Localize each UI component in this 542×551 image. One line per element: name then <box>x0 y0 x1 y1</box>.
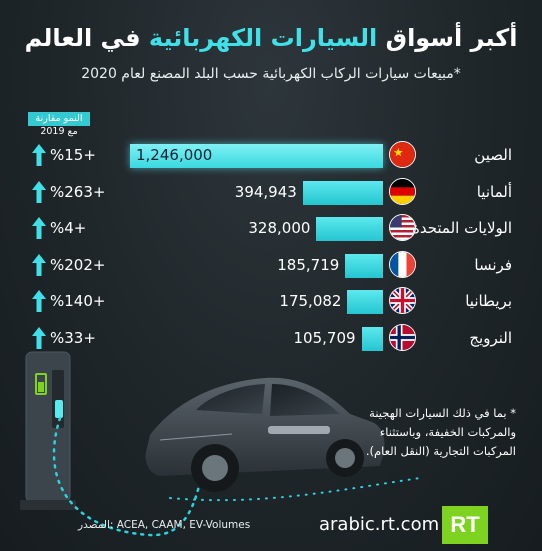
uk-flag-icon <box>389 287 416 314</box>
bar-row: %15+ 1,246,000 الصين <box>0 137 542 173</box>
growth-header-line2: مع 2019 <box>40 126 78 137</box>
growth-label: %202+ <box>50 255 106 274</box>
china-flag-icon <box>389 141 416 168</box>
growth-arrow-icon <box>32 217 46 239</box>
bar <box>302 180 383 205</box>
growth-label: %15+ <box>50 146 96 164</box>
norway-flag-icon <box>389 323 416 351</box>
car-icon <box>145 377 385 492</box>
bar <box>361 326 383 351</box>
usa-flag-icon <box>389 214 416 241</box>
value-label: 175,082 <box>279 292 342 310</box>
bar <box>316 217 383 241</box>
bar-row: %263+ 394,943 ألمانيا <box>0 174 542 210</box>
page-subtitle: *مبيعات سيارات الركاب الكهربائية حسب الب… <box>81 66 461 82</box>
growth-label: %140+ <box>50 292 106 310</box>
growth-label: %4+ <box>50 219 87 237</box>
bar-row: %4+ 328,000 الولايات المتحدة <box>0 210 542 246</box>
growth-arrow-icon <box>32 290 46 312</box>
growth-arrow-icon <box>32 253 46 276</box>
bar-row: %33+ 105,709 النرويج <box>0 320 542 356</box>
value-label: 105,709 <box>293 328 356 347</box>
growth-arrow-icon <box>32 326 46 349</box>
website-link[interactable]: arabic.rt.com <box>319 514 440 535</box>
growth-header-line1: النمو مقارنة <box>28 112 90 126</box>
growth-arrow-icon <box>32 144 46 166</box>
country-label: الولايات المتحدة <box>411 219 512 237</box>
value-label: 185,719 <box>277 255 340 274</box>
growth-label: %263+ <box>50 182 106 201</box>
page-title: أكبر أسواق السيارات الكهربائية في العالم <box>24 24 518 52</box>
value-label: 328,000 <box>248 219 311 237</box>
bar-row: %140+ 175,082 بريطانيا <box>0 283 542 319</box>
growth-label: %33+ <box>50 328 96 347</box>
value-label: 394,943 <box>234 182 297 201</box>
country-label: بريطانيا <box>465 292 512 310</box>
bar <box>345 253 383 278</box>
car-charging-illustration <box>20 351 421 537</box>
source-text: المصدر: ACEA, CAAM, EV-Volumes <box>78 519 251 531</box>
growth-arrow-icon <box>32 180 46 203</box>
country-label: ألمانيا <box>476 182 512 201</box>
rt-logo: RT <box>442 506 488 544</box>
bar-row: %202+ 185,719 فرنسا <box>0 247 542 283</box>
country-label: النرويج <box>469 328 512 347</box>
growth-header: النمو مقارنة مع 2019 <box>28 112 90 138</box>
bar <box>130 144 383 168</box>
country-label: الصين <box>474 146 512 164</box>
france-flag-icon <box>389 250 416 278</box>
bar <box>347 290 383 314</box>
title-accent: السيارات الكهربائية <box>148 24 378 52</box>
value-label: 1,246,000 <box>136 146 213 164</box>
country-label: فرنسا <box>474 255 512 274</box>
germany-flag-icon <box>389 177 416 205</box>
charging-station-icon <box>20 351 76 510</box>
footnote: * بما في ذلك السيارات الهجينة والمركبات … <box>365 406 516 458</box>
